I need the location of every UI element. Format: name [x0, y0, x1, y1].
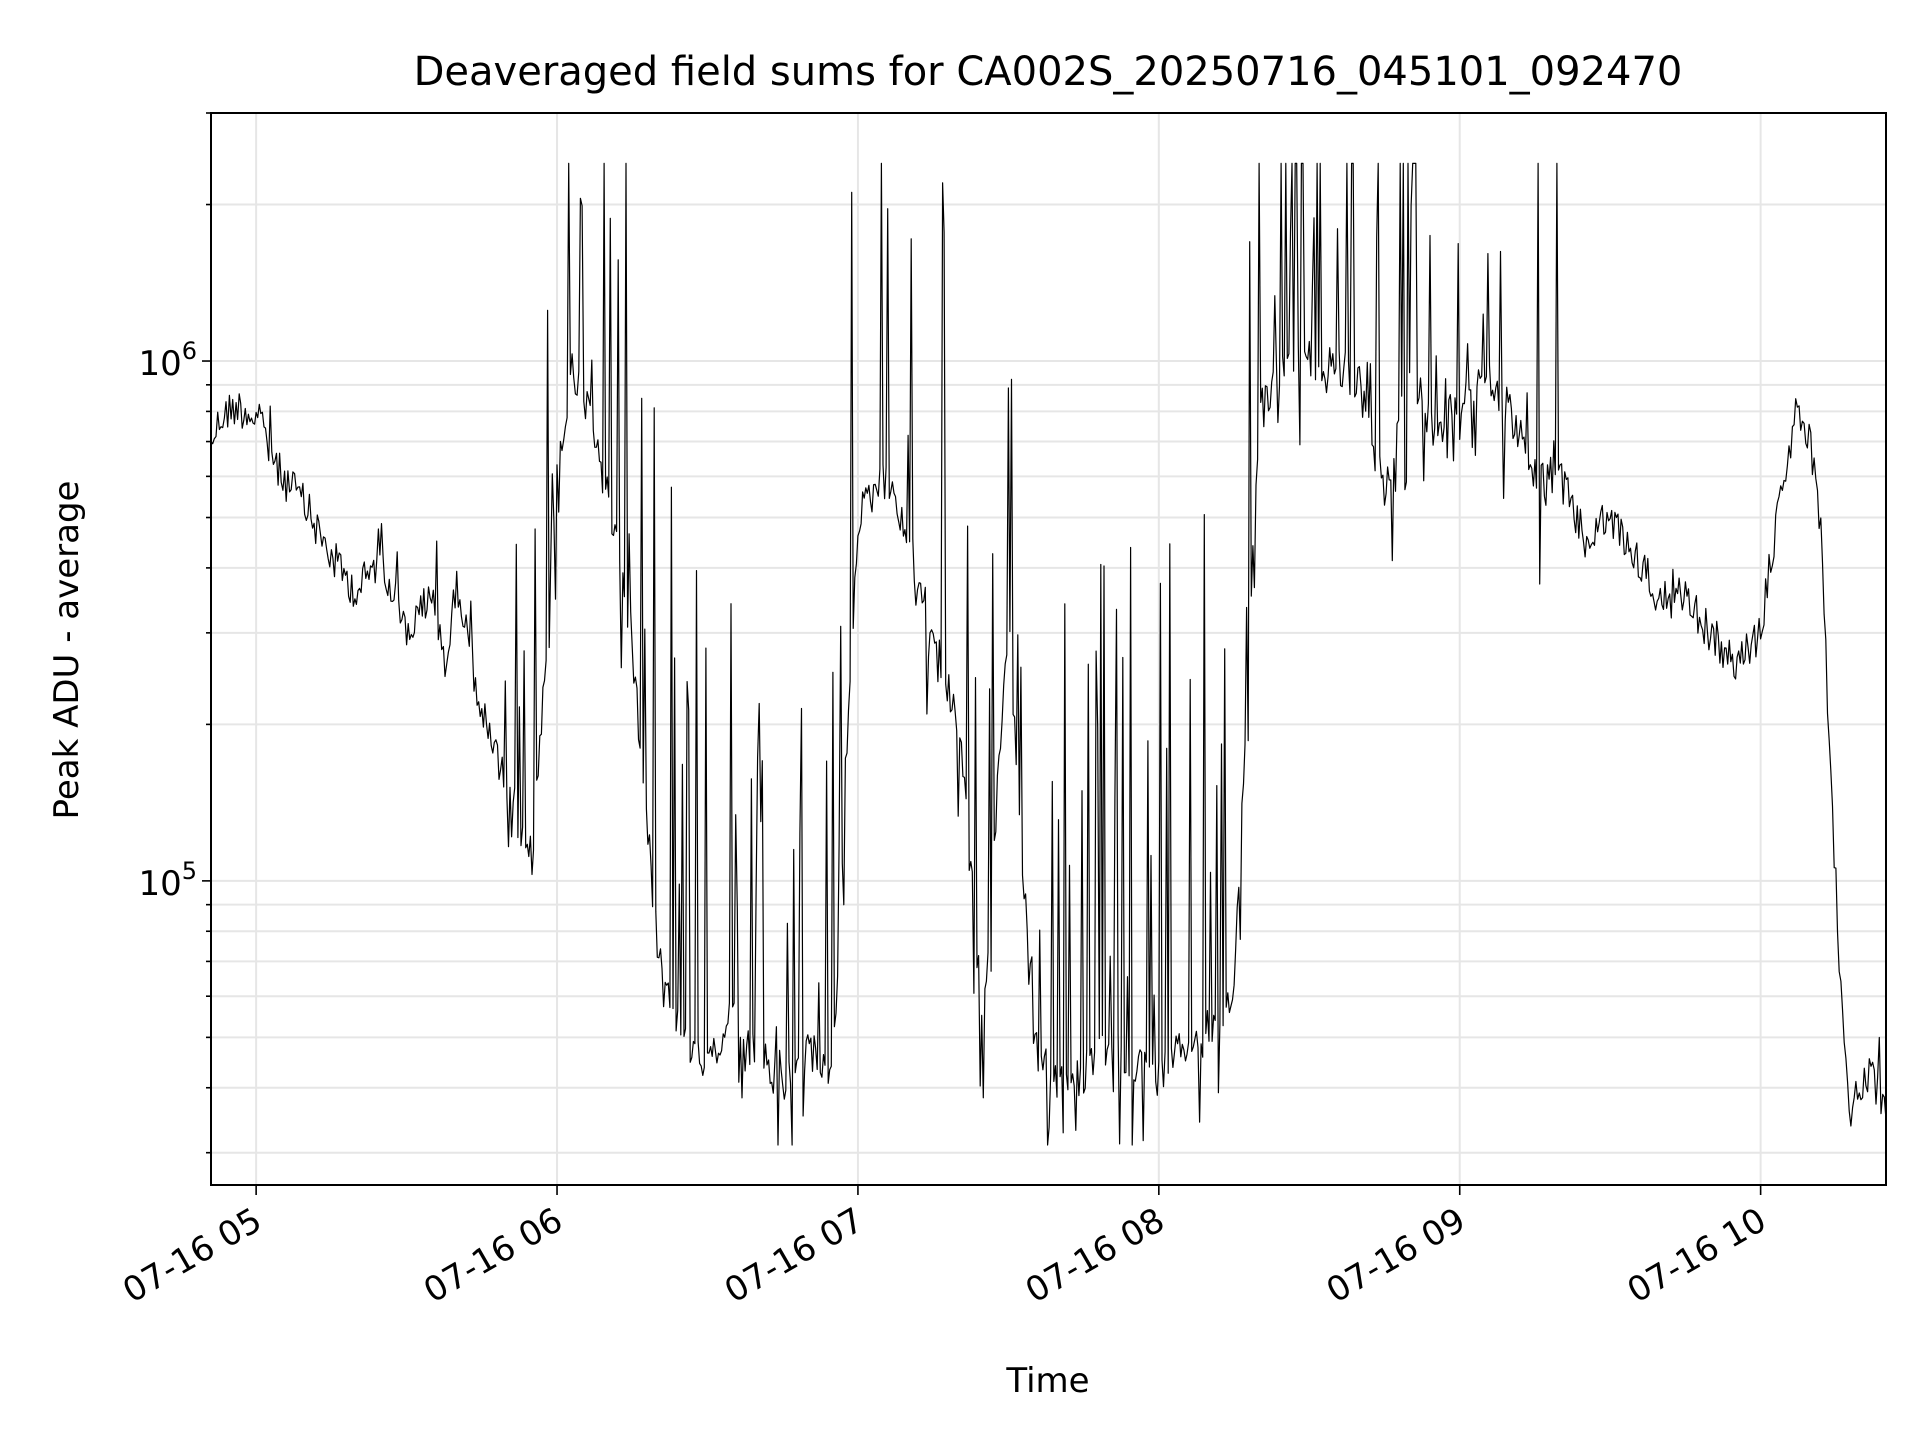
y-axis-label: Peak ADU - average	[47, 481, 87, 820]
grid	[211, 112, 1886, 1185]
x-axis: 07-16 05 07-16 06 07-16 07 07-16 08 07-16 09…	[116, 1185, 1773, 1311]
chart-title: Deaveraged field sums for CA002S_2025071…	[414, 49, 1683, 95]
y-tick-label: 106	[138, 337, 197, 384]
x-tick-label: 07-16 10	[1621, 1200, 1773, 1311]
plot-frame	[210, 112, 1887, 1186]
x-tick-label: 07-16 05	[116, 1200, 268, 1311]
y-axis: 105 106	[138, 112, 211, 1154]
x-tick-label: 07-16 06	[417, 1200, 569, 1311]
plot-area	[210, 162, 1887, 1146]
x-tick-label: 07-16 07	[718, 1200, 870, 1311]
y-tick-label: 105	[138, 857, 197, 904]
series-line	[210, 162, 1887, 1146]
x-tick-label: 07-16 08	[1019, 1200, 1171, 1311]
x-axis-label: Time	[1005, 1361, 1089, 1401]
x-tick-label: 07-16 09	[1320, 1200, 1472, 1311]
